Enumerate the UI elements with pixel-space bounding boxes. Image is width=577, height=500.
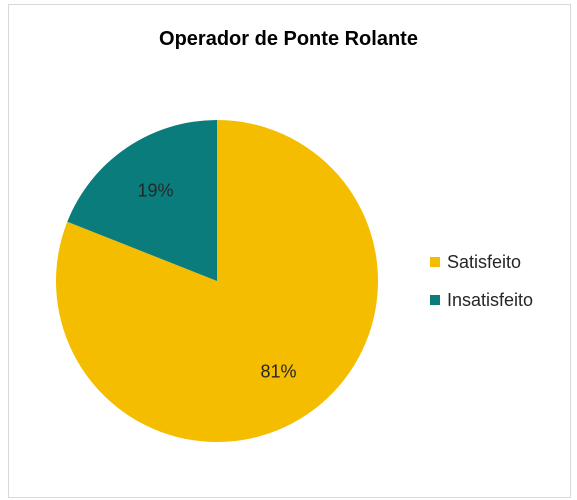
data-label-satisfeito: 81% (261, 362, 297, 382)
legend: Satisfeito Insatisfeito (430, 248, 533, 324)
legend-label-satisfeito: Satisfeito (447, 251, 522, 272)
legend-item-insatisfeito: Insatisfeito (430, 286, 533, 314)
pie-slice-satisfeito (55, 120, 378, 442)
legend-swatch-insatisfeito (430, 295, 440, 305)
pie-slice-insatisfeito (67, 120, 217, 281)
legend-item-satisfeito: Satisfeito (430, 248, 533, 276)
data-label-insatisfeito: 19% (137, 180, 173, 200)
legend-swatch-satisfeito (430, 257, 440, 267)
legend-label-insatisfeito: Insatisfeito (447, 289, 534, 310)
chart-title: Operador de Ponte Rolante (159, 28, 418, 50)
